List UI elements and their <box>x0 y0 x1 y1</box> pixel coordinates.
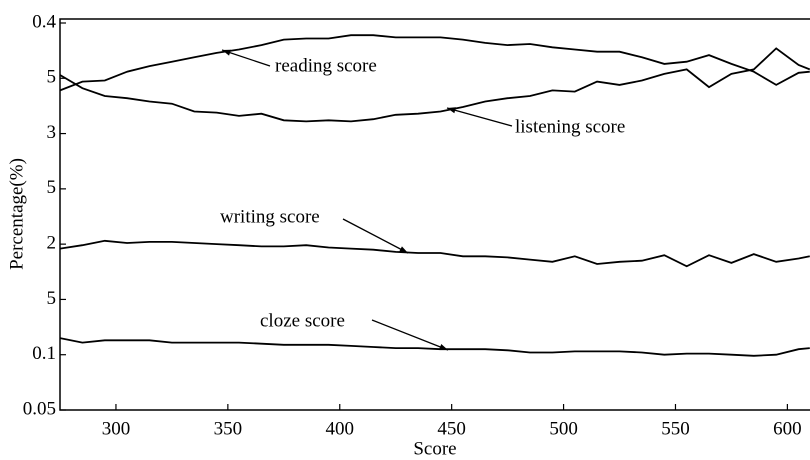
x-tick-label: 600 <box>773 418 802 439</box>
data-line <box>60 239 810 268</box>
series-annotation: reading score <box>275 55 377 76</box>
x-tick-label: 500 <box>549 418 578 439</box>
x-tick-label: 450 <box>437 418 466 439</box>
y-tick-label: 2 <box>47 233 57 254</box>
y-tick-label: 5 <box>47 288 57 309</box>
x-tick-label: 300 <box>102 418 131 439</box>
annotation-arrow <box>342 218 409 254</box>
y-axis-label: Percentage(%) <box>6 158 27 270</box>
arrow-head <box>439 344 448 350</box>
arrow-head <box>399 246 408 253</box>
plot-frame <box>59 18 810 411</box>
y-tick-label: 0.05 <box>23 398 56 419</box>
arrow-head <box>222 49 231 56</box>
annotation-arrow <box>371 319 449 351</box>
y-tick-label: 0.4 <box>32 11 56 32</box>
y-tick-label: 3 <box>47 122 57 143</box>
y-tick-label: 0.1 <box>32 343 56 364</box>
series-annotation: listening score <box>515 116 625 137</box>
annotation-arrow <box>446 107 513 127</box>
series-annotation: cloze score <box>260 310 345 331</box>
x-tick-label: 400 <box>326 418 355 439</box>
x-axis-label: Score <box>413 438 456 459</box>
data-line <box>60 34 810 92</box>
data-line <box>60 47 810 123</box>
y-tick-label: 5 <box>47 177 57 198</box>
arrow-head <box>447 107 456 114</box>
x-tick-label: 550 <box>661 418 690 439</box>
x-tick-label: 350 <box>214 418 243 439</box>
series-annotation: writing score <box>220 206 320 227</box>
y-tick-label: 5 <box>47 67 57 88</box>
